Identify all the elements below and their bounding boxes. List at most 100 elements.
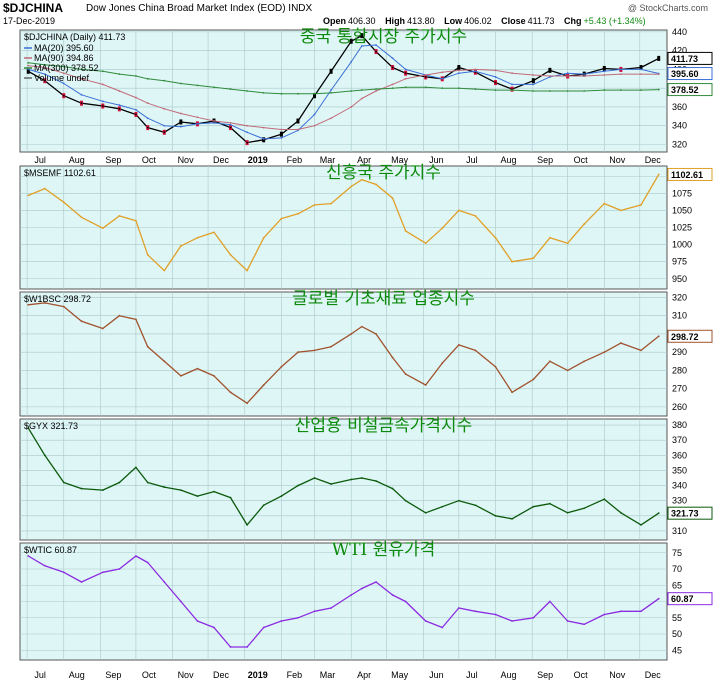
data-point: [280, 620, 283, 622]
data-point: [213, 490, 215, 493]
panel-background: [19, 291, 668, 417]
data-point: [441, 227, 444, 230]
y-tick-label: 1000: [672, 240, 692, 250]
panel-label: $GYX 321.73: [24, 421, 78, 431]
data-point: [511, 89, 513, 91]
panel-gyx[interactable]: 310320330340350360370380321.73$GYX 321.7…: [19, 416, 713, 541]
last-value-label: 298.72: [671, 332, 699, 342]
data-point: [262, 126, 265, 129]
data-point: [163, 360, 166, 363]
panel-w1bsc[interactable]: 260270280290300310320298.72$W1BSC 298.72…: [19, 289, 713, 417]
x-tick-label: Apr: [357, 670, 371, 680]
data-point: [146, 77, 149, 80]
x-tick-label: Feb: [287, 155, 303, 165]
open-value: 406.30: [348, 16, 376, 26]
y-tick-label: 320: [672, 292, 687, 302]
data-point: [62, 305, 65, 308]
data-point: [583, 73, 586, 76]
x-tick-label: Nov: [178, 155, 195, 165]
x-tick-label: Jul: [34, 155, 46, 165]
data-point: [441, 71, 444, 74]
y-tick-label: 320: [672, 139, 687, 149]
y-tick-label: 360: [672, 102, 687, 112]
data-point: [62, 72, 65, 75]
data-point: [619, 73, 622, 76]
data-point: [404, 499, 407, 502]
data-point: [375, 183, 377, 186]
data-point: [62, 82, 65, 85]
data-point: [640, 349, 642, 352]
data-point: [457, 69, 460, 72]
data-point: [213, 626, 215, 629]
low-label: Low: [444, 16, 463, 26]
data-point: [532, 90, 535, 92]
stockcharts-watermark[interactable]: @ StockCharts.com: [627, 3, 708, 13]
data-point: [350, 61, 353, 63]
data-point: [532, 616, 535, 619]
data-point: [280, 92, 283, 95]
data-point: [196, 84, 199, 87]
data-point: [603, 70, 606, 73]
data-point: [101, 105, 104, 107]
data-point: [474, 349, 477, 352]
data-point: [330, 70, 332, 73]
panel-label: $DJCHINA (Daily) 411.73: [24, 32, 125, 42]
data-point: [424, 242, 427, 245]
data-point: [619, 610, 622, 613]
close-label: Close: [501, 16, 526, 26]
y-tick-label: 45: [672, 645, 682, 655]
data-point: [532, 378, 535, 381]
x-tick-label: Sep: [105, 670, 121, 680]
data-point: [80, 68, 83, 71]
data-point: [424, 86, 427, 89]
x-tick-label: Nov: [178, 670, 195, 680]
data-point: [640, 610, 642, 613]
data-point: [350, 185, 353, 188]
data-point: [43, 564, 46, 567]
data-point: [101, 489, 104, 491]
data-point: [494, 365, 497, 368]
data-point: [229, 646, 232, 648]
data-point: [135, 318, 137, 321]
data-point: [43, 454, 46, 457]
data-point: [330, 607, 332, 609]
data-point: [457, 66, 460, 69]
data-point: [313, 94, 316, 97]
x-tick-label: Jun: [429, 155, 444, 165]
data-point: [511, 620, 513, 622]
data-point: [360, 34, 363, 37]
data-point: [474, 68, 477, 71]
data-point: [404, 230, 407, 232]
data-point: [350, 333, 353, 335]
data-point: [262, 504, 265, 507]
data-point: [229, 253, 232, 256]
data-point: [583, 90, 586, 92]
data-point: [640, 204, 642, 206]
legend-entry: MA(300) 378.52: [34, 63, 99, 73]
data-point: [43, 73, 46, 76]
data-point: [424, 384, 427, 386]
y-tick-label: 65: [672, 580, 682, 590]
data-point: [603, 202, 606, 205]
data-point: [532, 257, 535, 260]
x-tick-label: Dec: [213, 670, 230, 680]
data-point: [280, 133, 283, 136]
x-tick-label: Jul: [466, 670, 478, 680]
data-point: [179, 112, 182, 115]
data-point: [163, 486, 166, 488]
data-point: [532, 83, 535, 86]
data-point: [566, 242, 569, 245]
data-point: [118, 568, 121, 570]
data-point: [657, 335, 660, 338]
panel-djchina[interactable]: 320340360380400420440411.73395.60378.52$…: [19, 27, 713, 153]
panel-msemf[interactable]: 950975100010251050107511001102.61$MSEMF …: [19, 163, 713, 290]
data-point: [297, 212, 299, 215]
y-tick-label: 340: [672, 121, 687, 131]
data-point: [146, 102, 149, 105]
data-point: [246, 523, 249, 526]
data-point: [494, 76, 497, 78]
legend-entry: MA(20) 395.60: [34, 43, 94, 53]
data-point: [640, 523, 642, 526]
